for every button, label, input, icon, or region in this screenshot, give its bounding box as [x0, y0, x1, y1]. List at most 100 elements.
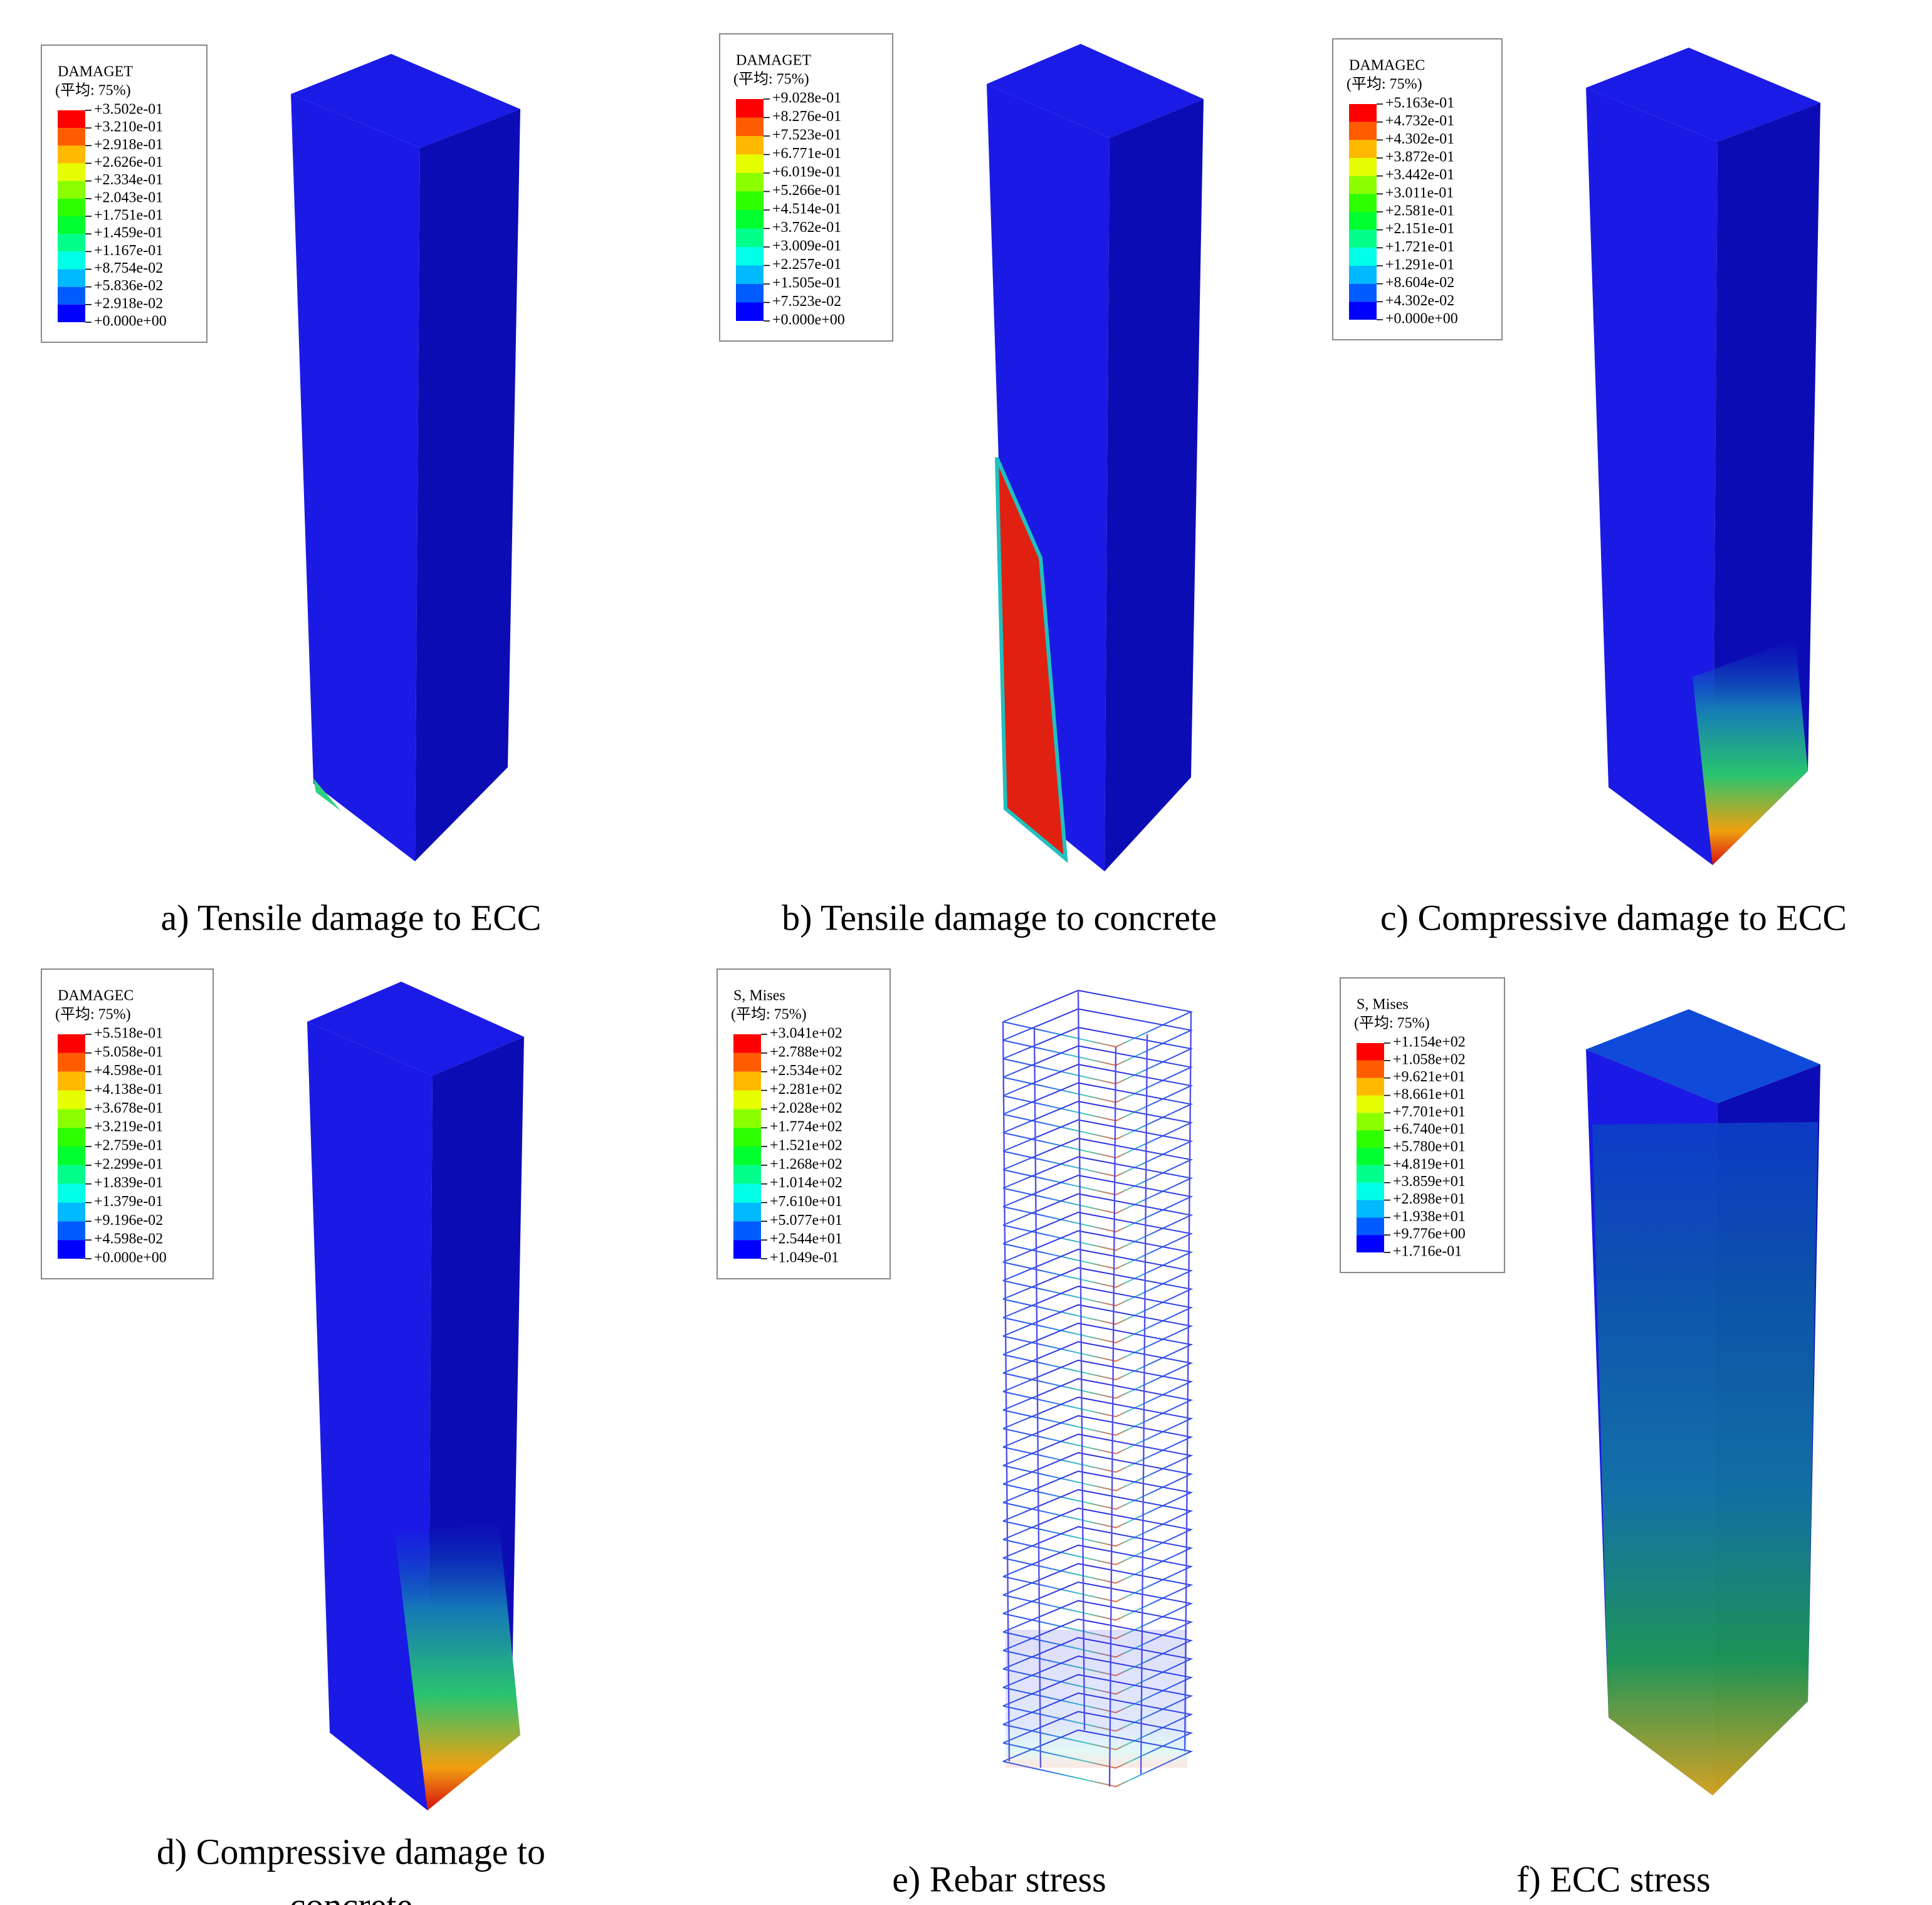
rebar-stirrup: [1002, 1045, 1194, 1103]
legend-color: [1349, 266, 1377, 284]
legend-title: S, Mises: [733, 988, 785, 1004]
caption: concrete: [290, 1885, 412, 1905]
legend-label: +5.836e-02: [94, 278, 163, 294]
legend-label: +1.459e-01: [94, 225, 163, 241]
legend-color: [1357, 1060, 1384, 1078]
legend-label: +7.523e-02: [772, 293, 841, 310]
legend-label: +3.009e-01: [772, 238, 841, 255]
legend-color: [733, 1071, 761, 1091]
legend-color: [733, 1109, 761, 1128]
legend-label: +2.918e-01: [94, 137, 163, 153]
column-front: [307, 1022, 433, 1810]
legend-color: [58, 234, 85, 252]
rebar-stirrup: [1002, 1230, 1194, 1288]
legend-color: [733, 1183, 761, 1203]
rebar-stirrup: [1002, 1452, 1194, 1510]
column-model: [1586, 48, 1820, 865]
legend-label: +7.523e-01: [772, 127, 841, 144]
legend-title: DAMAGET: [736, 53, 811, 69]
column-side: [415, 109, 520, 861]
legend-label: +2.257e-01: [772, 256, 841, 273]
legend-subtitle: (平均: 75%): [731, 1006, 807, 1023]
legend-label: +1.751e-01: [94, 207, 163, 224]
legend-label: +8.661e+01: [1393, 1086, 1466, 1103]
legend-label: +2.334e-01: [94, 172, 163, 188]
rebar-stirrup: [1002, 1415, 1194, 1473]
legend-color: [1357, 1200, 1384, 1218]
legend-title: DAMAGEC: [1349, 58, 1425, 74]
legend-label: +5.266e-01: [772, 182, 841, 199]
caption: a) Tensile damage to ECC: [161, 897, 542, 938]
rebar-stirrup: [1002, 989, 1194, 1048]
legend-color: [1349, 229, 1377, 248]
rebar-stirrup: [1002, 1137, 1194, 1196]
legend-label: +2.918e-02: [94, 295, 163, 312]
legend-color: [1349, 283, 1377, 302]
legend-label: +1.058e+02: [1393, 1051, 1466, 1068]
legend-color: [733, 1052, 761, 1072]
legend-color: [1357, 1182, 1384, 1200]
legend-color: [58, 304, 85, 322]
legend-label: +4.138e-01: [94, 1081, 163, 1098]
legend-color: [733, 1128, 761, 1147]
legend-label: +4.732e-01: [1385, 113, 1454, 129]
rebar-bar: [1077, 990, 1086, 1731]
legend-color: [1357, 1113, 1384, 1131]
legend-label: +1.505e-01: [772, 275, 841, 291]
rebar-stirrup: [1002, 1193, 1194, 1251]
rebar-stirrup: [1002, 1267, 1194, 1325]
legend-subtitle: (平均: 75%): [55, 82, 131, 99]
legend-label: +3.762e-01: [772, 219, 841, 236]
legend-subtitle: (平均: 75%): [55, 1006, 131, 1023]
column-model: [987, 44, 1204, 871]
legend-color: [58, 1090, 85, 1110]
legend-color: [58, 1183, 85, 1203]
legend-color: [1357, 1217, 1384, 1236]
legend-label: +6.740e+01: [1393, 1121, 1466, 1138]
legend-label: +2.581e-01: [1385, 203, 1454, 219]
column-top: [987, 44, 1204, 138]
legend-color: [736, 302, 764, 321]
legend-label: +3.678e-01: [94, 1100, 163, 1116]
legend-color: [58, 1109, 85, 1128]
legend-label: +8.604e-02: [1385, 275, 1454, 291]
legend-label: +5.780e+01: [1393, 1139, 1466, 1155]
legend-color: [58, 1052, 85, 1072]
legend-color: [1357, 1235, 1384, 1252]
legend-color: [733, 1202, 761, 1222]
legend-title: S, Mises: [1357, 997, 1409, 1013]
legend-label: +0.000e+00: [94, 313, 167, 330]
legend-label: +1.521e+02: [770, 1138, 843, 1154]
stress-zone: [1592, 1122, 1818, 1795]
rebar-stirrup: [1002, 1489, 1194, 1547]
legend-color: [1349, 194, 1377, 212]
legend-color: [58, 286, 85, 305]
legend-color: [736, 173, 764, 192]
rebar-stirrup: [1002, 1211, 1194, 1270]
legend-color: [1349, 212, 1377, 230]
legend-color: [736, 154, 764, 173]
legend-label: +0.000e+00: [1385, 311, 1458, 327]
rebar-stirrup: [1002, 1341, 1194, 1399]
legend-color: [58, 163, 85, 181]
rebar-stirrup: [1002, 1082, 1194, 1140]
legend-color: [733, 1090, 761, 1110]
legend-title: DAMAGEC: [58, 988, 134, 1004]
legend-label: +2.544e+01: [770, 1231, 843, 1247]
column-model: [1586, 1009, 1820, 1795]
legend-label: +2.043e-01: [94, 189, 163, 206]
legend-label: +1.154e+02: [1393, 1034, 1466, 1051]
rebar-stirrup: [1002, 1156, 1194, 1214]
rebar-stirrup: [1002, 1026, 1194, 1085]
legend: DAMAGEC (平均: 75%) +5.163e-01+4.732e-01 +4.3…: [1332, 38, 1503, 340]
rebar-stirrup: [1002, 1526, 1194, 1584]
legend-color: [1357, 1043, 1384, 1061]
legend-color: [58, 181, 85, 199]
legend-color: [1349, 248, 1377, 266]
column-top: [1586, 1009, 1820, 1103]
legend-label: +7.610e+01: [770, 1194, 843, 1210]
legend-label: +6.771e-01: [772, 145, 841, 162]
legend-label: +4.598e-02: [94, 1231, 163, 1247]
legend-color: [736, 136, 764, 155]
